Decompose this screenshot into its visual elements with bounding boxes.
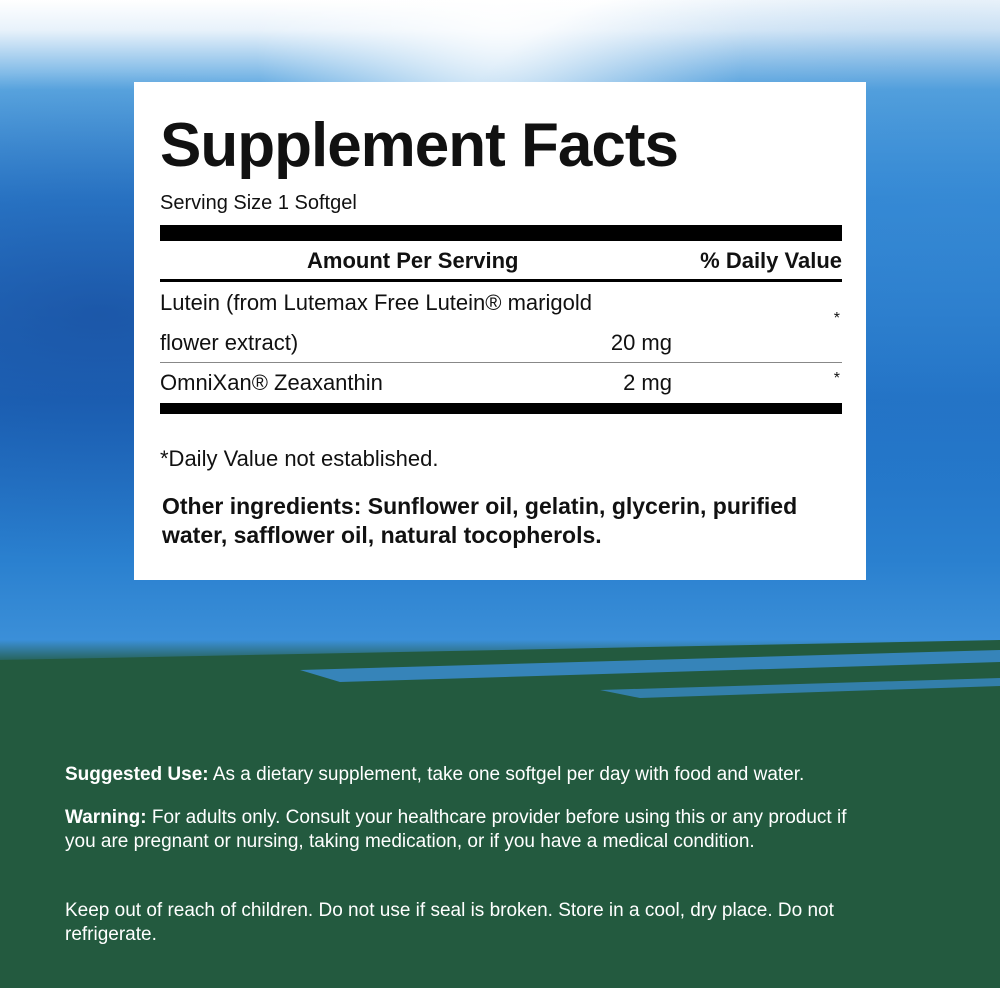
suggested-use-text: As a dietary supplement, take one softge…	[208, 764, 805, 785]
divider	[160, 279, 842, 282]
row-name-line2: flower extract)	[160, 330, 299, 355]
warning-text: For adults only. Consult your healthcare…	[65, 807, 847, 852]
panel-title: Supplement Facts	[160, 111, 679, 180]
row-amount: 20 mg	[610, 330, 672, 355]
thick-divider	[160, 225, 842, 241]
thick-divider	[160, 403, 842, 414]
warning: Warning: For adults only. Consult your h…	[65, 806, 855, 854]
serving-size: Serving Size 1 Softgel	[160, 192, 357, 214]
header-daily-value: % Daily Value	[700, 248, 842, 273]
footnote: *Daily Value not established.	[160, 446, 439, 471]
row-divider	[160, 362, 842, 363]
row-name-line1: Lutein (from Lutemax Free Lutein® marigo…	[160, 290, 592, 315]
warning-label: Warning:	[65, 807, 147, 828]
supplement-facts-panel: Supplement Facts Serving Size 1 Softgel …	[134, 82, 866, 580]
row-name: OmniXan® Zeaxanthin	[160, 370, 383, 395]
row-daily-value: *	[833, 310, 840, 327]
storage-text: Keep out of reach of children. Do not us…	[65, 900, 834, 945]
suggested-use-label: Suggested Use:	[65, 764, 209, 785]
other-ingredients: Other ingredients: Sunflower oil, gelati…	[162, 493, 798, 548]
row-daily-value: *	[833, 370, 840, 387]
row-amount: 2 mg	[623, 370, 672, 395]
suggested-use: Suggested Use: As a dietary supplement, …	[65, 763, 965, 787]
brush-strokes	[0, 640, 1000, 720]
header-amount: Amount Per Serving	[307, 248, 519, 273]
